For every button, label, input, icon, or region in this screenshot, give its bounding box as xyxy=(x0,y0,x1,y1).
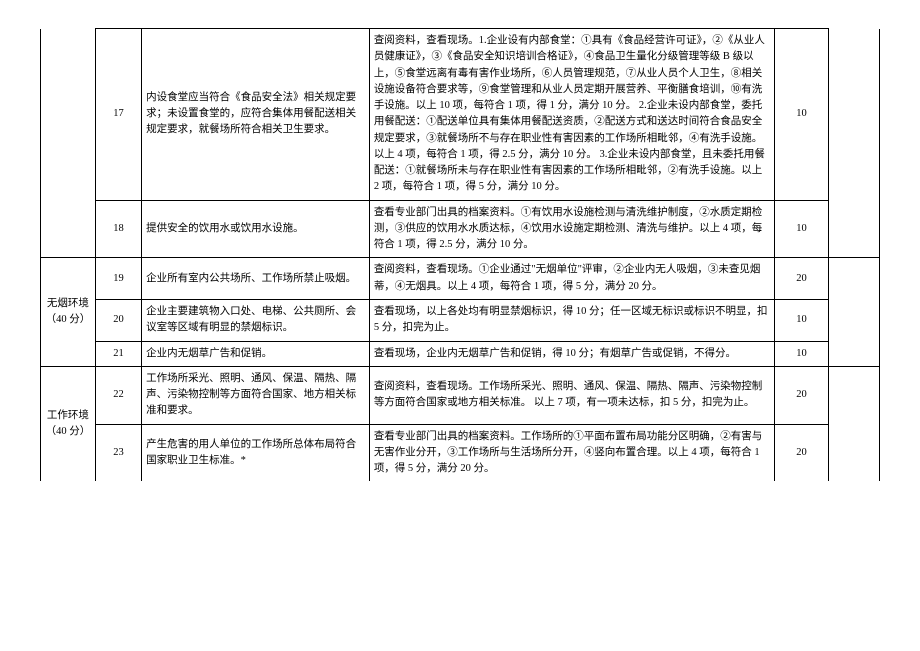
requirement-cell: 企业所有室内公共场所、工作场所禁止吸烟。 xyxy=(142,258,370,300)
category-cell xyxy=(41,29,96,258)
detail-cell: 查阅资料，查看现场。工作场所采光、照明、通风、保温、隔热、隔声、污染物控制等方面… xyxy=(369,366,774,424)
score-cell: 10 xyxy=(774,299,829,341)
blank-cell xyxy=(829,366,880,481)
blank-cell xyxy=(829,29,880,258)
detail-cell: 查看现场，企业内无烟草广告和促销，得 10 分；有烟草广告或促销，不得分。 xyxy=(369,341,774,366)
index-cell: 21 xyxy=(95,341,141,366)
score-cell: 10 xyxy=(774,341,829,366)
detail-cell: 查看现场，以上各处均有明显禁烟标识，得 10 分；任一区域无标识或标识不明显，扣… xyxy=(369,299,774,341)
requirement-cell: 企业主要建筑物入口处、电梯、公共厕所、会议室等区域有明显的禁烟标识。 xyxy=(142,299,370,341)
detail-cell: 查看专业部门出具的档案资料。工作场所的①平面布置布局功能分区明确，②有害与无害作… xyxy=(369,424,774,481)
standards-table: 17 内设食堂应当符合《食品安全法》相关规定要求；未设置食堂的，应符合集体用餐配… xyxy=(40,28,880,481)
score-cell: 10 xyxy=(774,29,829,201)
index-cell: 19 xyxy=(95,258,141,300)
table-row: 18 提供安全的饮用水或饮用水设施。 查看专业部门出具的档案资料。①有饮用水设施… xyxy=(41,200,880,258)
category-cell: 无烟环境（40 分） xyxy=(41,258,96,366)
detail-cell: 查阅资料，查看现场。1.企业设有内部食堂：①具有《食品经营许可证》，②《从业人员… xyxy=(369,29,774,201)
score-cell: 20 xyxy=(774,366,829,424)
requirement-cell: 企业内无烟草广告和促销。 xyxy=(142,341,370,366)
score-cell: 20 xyxy=(774,424,829,481)
category-cell: 工作环境（40 分） xyxy=(41,366,96,481)
index-cell: 20 xyxy=(95,299,141,341)
score-cell: 10 xyxy=(774,200,829,258)
blank-cell xyxy=(829,258,880,366)
score-cell: 20 xyxy=(774,258,829,300)
index-cell: 17 xyxy=(95,29,141,201)
requirement-cell: 产生危害的用人单位的工作场所总体布局符合国家职业卫生标准。* xyxy=(142,424,370,481)
table-row: 17 内设食堂应当符合《食品安全法》相关规定要求；未设置食堂的，应符合集体用餐配… xyxy=(41,29,880,201)
requirement-cell: 提供安全的饮用水或饮用水设施。 xyxy=(142,200,370,258)
requirement-cell: 工作场所采光、照明、通风、保温、隔热、隔声、污染物控制等方面符合国家、地方相关标… xyxy=(142,366,370,424)
table-row: 工作环境（40 分） 22 工作场所采光、照明、通风、保温、隔热、隔声、污染物控… xyxy=(41,366,880,424)
requirement-cell: 内设食堂应当符合《食品安全法》相关规定要求；未设置食堂的，应符合集体用餐配送相关… xyxy=(142,29,370,201)
index-cell: 22 xyxy=(95,366,141,424)
table-row: 20 企业主要建筑物入口处、电梯、公共厕所、会议室等区域有明显的禁烟标识。 查看… xyxy=(41,299,880,341)
detail-cell: 查看专业部门出具的档案资料。①有饮用水设施检测与清洗维护制度，②水质定期检测，③… xyxy=(369,200,774,258)
table-row: 无烟环境（40 分） 19 企业所有室内公共场所、工作场所禁止吸烟。 查阅资料，… xyxy=(41,258,880,300)
index-cell: 23 xyxy=(95,424,141,481)
table-row: 23 产生危害的用人单位的工作场所总体布局符合国家职业卫生标准。* 查看专业部门… xyxy=(41,424,880,481)
detail-cell: 查阅资料，查看现场。①企业通过"无烟单位"评审，②企业内无人吸烟，③未查见烟蒂，… xyxy=(369,258,774,300)
table-row: 21 企业内无烟草广告和促销。 查看现场，企业内无烟草广告和促销，得 10 分；… xyxy=(41,341,880,366)
index-cell: 18 xyxy=(95,200,141,258)
